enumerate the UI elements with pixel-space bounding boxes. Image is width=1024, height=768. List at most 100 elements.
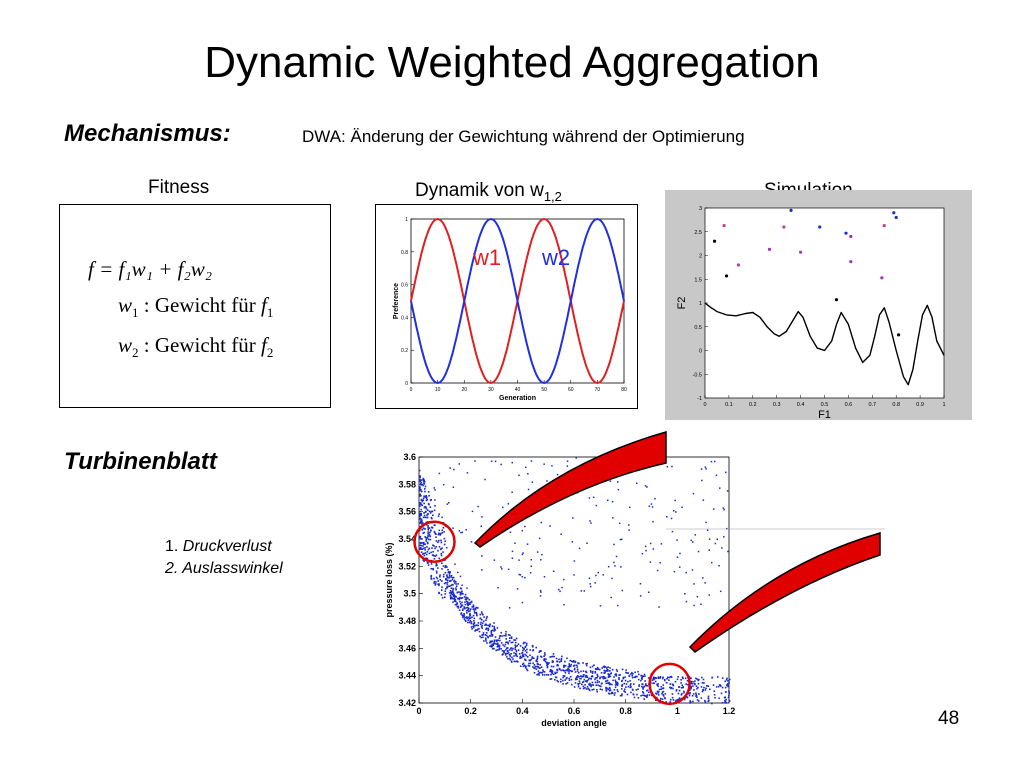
data-point [726, 684, 729, 687]
data-point [547, 674, 550, 676]
data-point [511, 461, 513, 464]
data-point [428, 494, 430, 497]
data-point [491, 647, 494, 650]
scatter-point [722, 223, 726, 228]
data-point [553, 655, 555, 658]
data-point [669, 683, 672, 685]
data-point [627, 672, 629, 674]
data-point [606, 668, 608, 671]
y-tick-label: 1.5 [694, 277, 702, 283]
data-point [480, 636, 482, 639]
data-point [670, 686, 673, 689]
data-point [423, 527, 425, 530]
data-point [643, 685, 646, 688]
data-point [666, 678, 668, 680]
data-point [574, 678, 577, 681]
data-point [491, 625, 494, 627]
data-point [466, 612, 468, 614]
legend-w1: w1 [472, 245, 501, 270]
data-point [621, 688, 623, 690]
data-point [451, 591, 453, 594]
data-point [603, 676, 606, 678]
data-point [539, 664, 541, 666]
data-point [466, 472, 469, 474]
data-point [644, 680, 646, 682]
data-point [692, 685, 694, 687]
data-point [510, 637, 513, 639]
y-tick-label: 0.4 [401, 315, 408, 321]
data-point [671, 693, 674, 695]
data-point [659, 676, 662, 678]
data-point [419, 522, 422, 524]
data-point [635, 689, 638, 691]
data-point [533, 672, 536, 674]
data-point [430, 567, 432, 570]
data-point [419, 480, 422, 483]
data-point [530, 460, 533, 462]
data-point [505, 635, 507, 637]
data-point [481, 555, 483, 557]
data-point [569, 670, 572, 672]
data-point [494, 636, 497, 638]
data-point [591, 675, 594, 677]
data-point [450, 575, 453, 577]
data-point [424, 488, 426, 490]
data-point [430, 529, 432, 532]
data-point [579, 687, 581, 690]
data-point [596, 679, 599, 682]
data-point [693, 689, 695, 691]
y-tick-label: 3.58 [398, 479, 416, 489]
data-point [615, 675, 618, 677]
data-point [562, 679, 564, 682]
objective-item-2: 2. Auslasswinkel [165, 558, 283, 580]
data-point [573, 668, 576, 671]
data-point [455, 589, 457, 591]
data-point [493, 625, 496, 628]
data-point [657, 683, 659, 685]
data-point [643, 694, 645, 697]
data-point [661, 692, 663, 695]
data-point [685, 571, 687, 574]
data-point [641, 675, 643, 677]
data-point [641, 676, 643, 678]
data-point [576, 666, 578, 668]
data-point [575, 677, 577, 680]
data-point [570, 660, 573, 663]
data-point [467, 606, 469, 609]
data-point [622, 676, 625, 679]
data-point [507, 568, 510, 571]
data-point [605, 686, 607, 689]
data-point [715, 474, 718, 477]
data-point [665, 701, 667, 703]
data-point [505, 630, 507, 633]
data-point [480, 611, 483, 613]
data-point [594, 582, 596, 584]
data-point [690, 687, 692, 690]
data-point [621, 685, 623, 687]
data-point [578, 662, 580, 665]
data-point [589, 583, 591, 585]
data-point [683, 691, 685, 694]
data-point [721, 547, 723, 549]
data-point [569, 665, 572, 667]
data-point [500, 642, 503, 644]
data-point [596, 673, 599, 676]
data-point [441, 516, 443, 519]
data-point [585, 680, 587, 682]
data-point [657, 685, 659, 688]
data-point [524, 658, 526, 661]
data-point [457, 605, 460, 608]
data-point [551, 671, 553, 673]
data-point [614, 686, 617, 689]
data-point [549, 670, 552, 673]
data-point [456, 591, 459, 594]
data-point [670, 687, 672, 690]
data-point [444, 564, 447, 567]
data-point [436, 572, 438, 574]
x-tick-label: 10 [435, 387, 441, 393]
data-point [645, 549, 647, 552]
data-point [612, 517, 614, 519]
data-point [435, 546, 437, 548]
data-point [681, 692, 683, 695]
data-point [471, 628, 473, 630]
